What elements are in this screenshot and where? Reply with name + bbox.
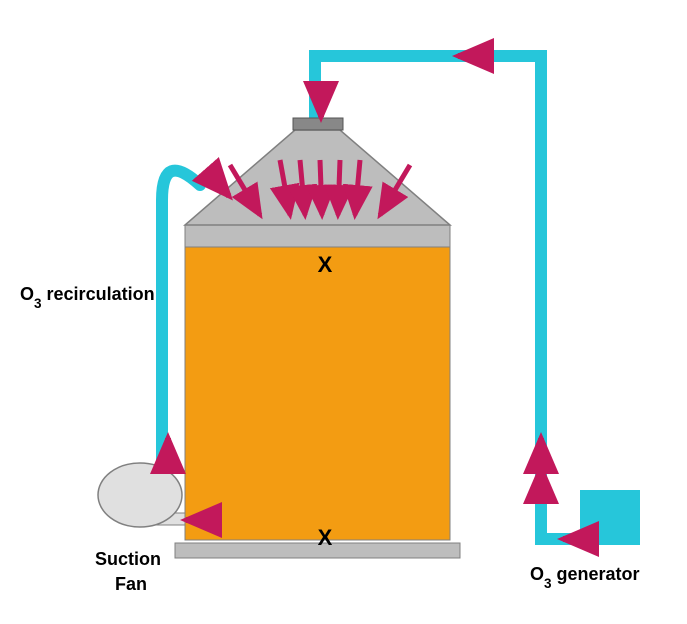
sample-point-x: X (318, 252, 333, 277)
label-fan: Fan (115, 574, 147, 594)
pipe-top-horizontal (309, 50, 547, 62)
silo-top-band (185, 225, 450, 247)
spray-arrow (320, 160, 322, 215)
suction-fan (98, 463, 182, 527)
o3-generator-box (580, 490, 640, 545)
spray-arrow (338, 160, 340, 215)
sample-point-x: X (318, 525, 333, 550)
label-suction: Suction (95, 549, 161, 569)
inlet-cap (293, 118, 343, 130)
silo-grain (185, 247, 450, 540)
